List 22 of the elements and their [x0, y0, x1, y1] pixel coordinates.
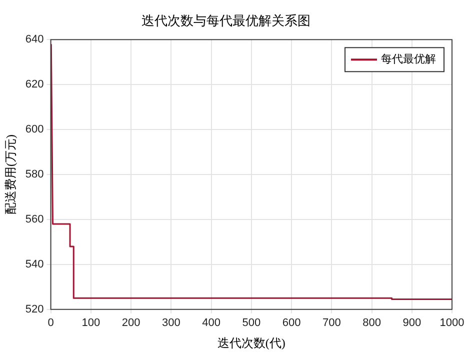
chart-title: 迭代次数与每代最优解关系图: [142, 13, 310, 28]
y-tick-label: 540: [25, 258, 44, 270]
x-tick-label: 800: [362, 317, 381, 330]
x-tick-label: 900: [402, 317, 422, 330]
x-tick-label: 700: [322, 317, 341, 330]
x-axis-title: 迭代次数(代): [217, 336, 286, 350]
x-tick-label: 0: [48, 317, 54, 330]
x-tick-label: 500: [242, 317, 261, 330]
x-tick-label: 400: [202, 317, 220, 330]
x-tick-label: 600: [282, 317, 301, 330]
y-tick-label: 600: [25, 124, 44, 136]
x-tick-label: 200: [122, 317, 140, 330]
legend-label: 每代最优解: [381, 53, 436, 66]
y-tick-label: 560: [25, 214, 44, 226]
y-tick-label: 640: [25, 34, 44, 46]
x-tick-label: 100: [82, 317, 100, 330]
x-tick-label: 1000: [440, 317, 464, 330]
y-tick-label: 620: [25, 78, 44, 91]
y-tick-label: 580: [25, 168, 44, 181]
y-tick-label: 520: [25, 303, 44, 316]
x-tick-label: 300: [162, 317, 180, 330]
y-axis-title: 配送费用(万元): [3, 134, 18, 214]
